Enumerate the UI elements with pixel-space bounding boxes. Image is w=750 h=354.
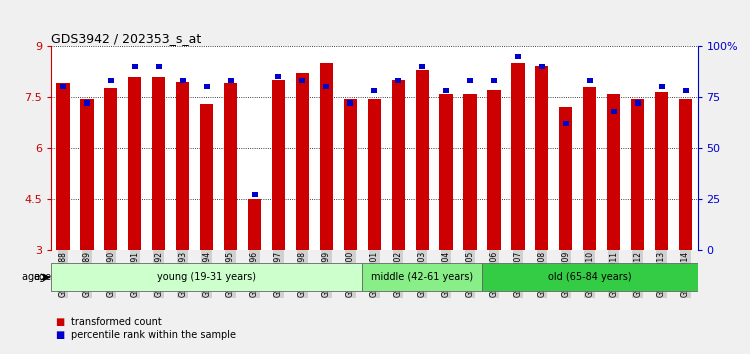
- Bar: [224, 83, 237, 250]
- Bar: [104, 88, 118, 250]
- Bar: [362, 263, 482, 291]
- Bar: [586, 78, 592, 83]
- Bar: [320, 63, 333, 250]
- Bar: [323, 84, 329, 89]
- Bar: [272, 80, 285, 250]
- Bar: [248, 199, 261, 250]
- Bar: [443, 88, 449, 93]
- Bar: [536, 67, 548, 250]
- Bar: [440, 93, 453, 250]
- Text: transformed count: transformed count: [71, 317, 162, 327]
- Bar: [607, 93, 620, 250]
- Bar: [679, 99, 692, 250]
- Bar: [395, 78, 401, 83]
- Bar: [634, 101, 640, 105]
- Text: young (19-31 years): young (19-31 years): [158, 272, 256, 282]
- Bar: [392, 80, 405, 250]
- Bar: [464, 93, 476, 250]
- Bar: [347, 101, 353, 105]
- Bar: [156, 64, 162, 69]
- Bar: [584, 87, 596, 250]
- Bar: [84, 101, 90, 105]
- Bar: [152, 76, 165, 250]
- Bar: [200, 104, 213, 250]
- Bar: [204, 84, 210, 89]
- Bar: [51, 263, 362, 291]
- Bar: [275, 74, 281, 79]
- Bar: [60, 84, 66, 89]
- Bar: [108, 78, 114, 83]
- Bar: [80, 99, 94, 250]
- Bar: [251, 192, 257, 197]
- Bar: [132, 64, 138, 69]
- Text: old (65-84 years): old (65-84 years): [548, 272, 632, 282]
- Bar: [299, 78, 305, 83]
- Bar: [227, 78, 233, 83]
- Bar: [371, 88, 377, 93]
- Bar: [491, 78, 497, 83]
- Bar: [416, 70, 429, 250]
- Bar: [655, 92, 668, 250]
- Bar: [56, 83, 70, 250]
- Bar: [419, 64, 425, 69]
- Bar: [296, 73, 309, 250]
- Bar: [488, 90, 500, 250]
- Bar: [467, 78, 473, 83]
- Text: GDS3942 / 202353_s_at: GDS3942 / 202353_s_at: [51, 32, 201, 45]
- Bar: [176, 82, 189, 250]
- Bar: [482, 263, 698, 291]
- Text: age: age: [33, 272, 51, 282]
- Text: age ▶: age ▶: [22, 272, 51, 282]
- Bar: [610, 109, 616, 114]
- Bar: [538, 64, 544, 69]
- Bar: [631, 99, 644, 250]
- Bar: [515, 54, 521, 59]
- Text: percentile rank within the sample: percentile rank within the sample: [71, 330, 236, 339]
- Bar: [562, 121, 568, 126]
- Bar: [128, 76, 142, 250]
- Bar: [180, 78, 186, 83]
- Bar: [682, 88, 688, 93]
- Bar: [560, 107, 572, 250]
- Text: ■: ■: [55, 317, 64, 327]
- Bar: [368, 99, 381, 250]
- Bar: [658, 84, 664, 89]
- Text: ■: ■: [55, 330, 64, 339]
- Text: middle (42-61 years): middle (42-61 years): [371, 272, 473, 282]
- Bar: [512, 63, 524, 250]
- Bar: [344, 99, 357, 250]
